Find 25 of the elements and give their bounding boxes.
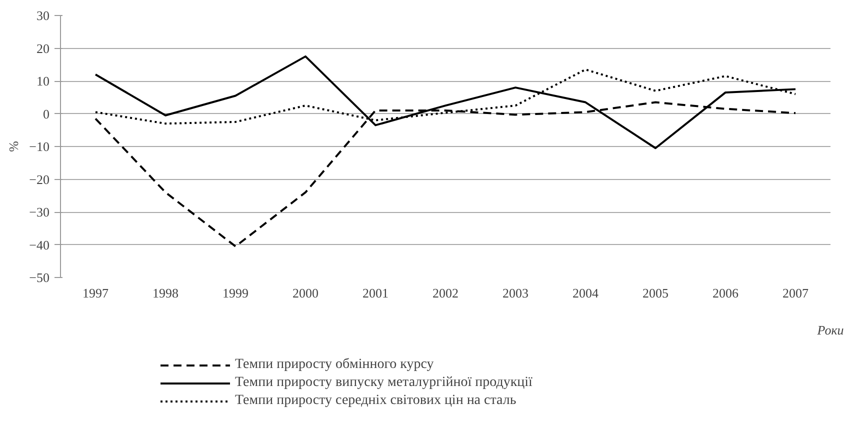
y-tick-label: 10 <box>36 74 50 88</box>
x-tick-label: 2003 <box>502 286 528 300</box>
x-tick-label: 1998 <box>152 286 178 300</box>
y-tick-label: 0 <box>43 106 50 122</box>
x-tick-label: 1999 <box>222 286 248 300</box>
x-tick-label: 2002 <box>432 286 458 300</box>
y-tick-label: 20 <box>36 40 50 56</box>
x-tick-label: 2005 <box>642 286 668 300</box>
y-tick-label: −10 <box>29 139 50 154</box>
x-tick-label: 2006 <box>712 286 739 300</box>
x-tick-label: 2001 <box>362 286 388 300</box>
x-axis-title: Роки <box>816 322 844 338</box>
y-tick-label: −20 <box>29 172 50 187</box>
y-tick-label: −30 <box>29 204 50 220</box>
y-axis-title: % <box>6 140 22 152</box>
legend-label: Темпи приросту обмінного курсу <box>235 356 434 374</box>
legend-label: Темпи приросту випуску металургійної продукції <box>235 374 532 392</box>
legend-label: Темпи приросту середніх світових цін на сталь <box>235 392 516 410</box>
x-tick-label: 2000 <box>292 286 318 300</box>
y-tick-label: −50 <box>29 270 50 285</box>
x-tick-label: 2007 <box>782 286 809 300</box>
y-tick-label: −40 <box>29 237 50 252</box>
x-tick-label: 2004 <box>572 286 599 300</box>
x-tick-label: 1997 <box>82 286 109 300</box>
y-tick-label: 30 <box>36 8 50 23</box>
